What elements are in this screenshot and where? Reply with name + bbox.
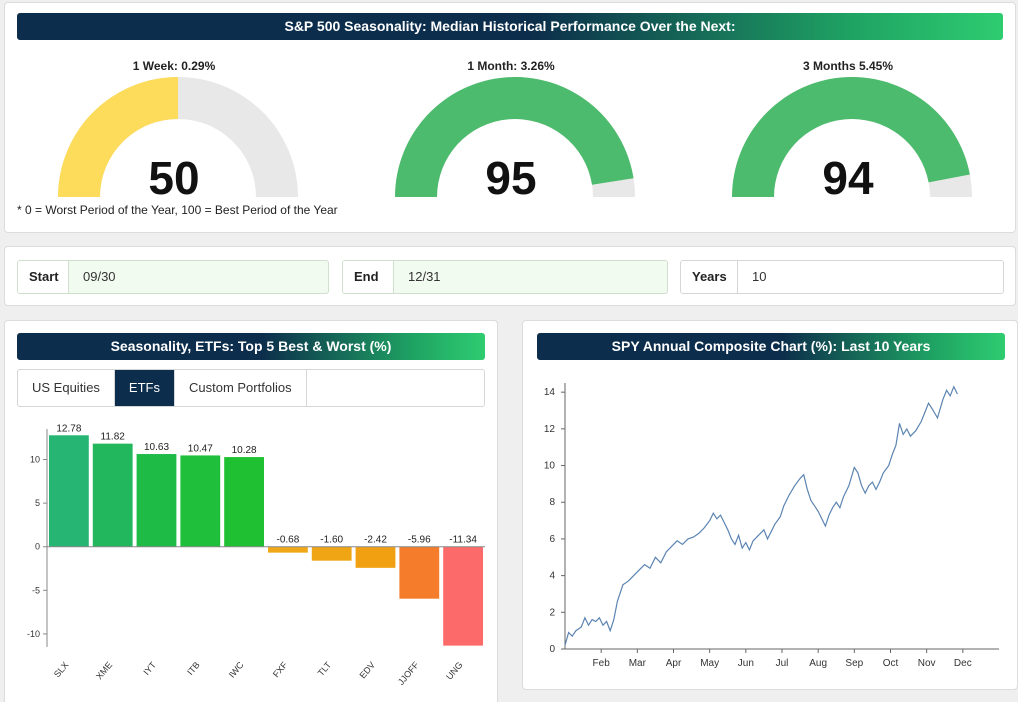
seasonality-summary-card: S&P 500 Seasonality: Median Historical P… <box>4 2 1016 233</box>
bar <box>311 546 352 561</box>
etf-bar-chart: 10 5 0 -5 -10 12.78 SLX 11.82 XME 10.63 IYT 10.47 IT… <box>27 423 485 687</box>
bar-value-label: -0.68 <box>277 535 300 546</box>
spy-line-chart: 0 2 4 6 8 10 12 14 Feb Mar Apr May Jun Jul Aug Sep Oct No… <box>544 383 999 669</box>
tab-etfs[interactable]: ETFs <box>114 370 175 406</box>
gauge-arc <box>732 76 972 197</box>
years-input[interactable]: 10 <box>738 261 1003 293</box>
gauge-fill <box>58 77 178 197</box>
y-tick-label: 5 <box>35 498 40 508</box>
gauge-3-months: 3 Months 5.45% 94 <box>718 55 978 205</box>
years-field[interactable]: Years 10 <box>680 260 1004 294</box>
bar <box>355 546 396 568</box>
category-label: EDV <box>357 660 377 681</box>
bar-value-label: -2.42 <box>364 535 387 546</box>
y-tick-label: 12 <box>544 424 556 435</box>
category-label: XME <box>94 660 114 681</box>
bar <box>224 457 264 547</box>
category-label: FXF <box>271 659 290 679</box>
gauge-footnote: * 0 = Worst Period of the Year, 100 = Be… <box>17 203 338 217</box>
tab-us-equities[interactable]: US Equities <box>18 370 115 406</box>
spy-panel-header: SPY Annual Composite Chart (%): Last 10 … <box>537 333 1005 360</box>
seasonality-header: S&P 500 Seasonality: Median Historical P… <box>17 13 1003 40</box>
x-tick-label: May <box>700 658 719 669</box>
date-range-card: Start 09/30 End 12/31 Years 10 <box>4 246 1016 306</box>
end-input[interactable]: 12/31 <box>408 269 441 284</box>
x-tick-label: Aug <box>809 658 827 669</box>
gauge-1-month: 1 Month: 3.26% 95 <box>381 55 641 205</box>
bar-value-label: -11.34 <box>449 535 477 546</box>
category-label: TLT <box>316 659 334 678</box>
bar <box>268 546 308 553</box>
bar <box>399 546 440 599</box>
bar-value-label: 10.47 <box>188 443 213 454</box>
x-tick-label: Sep <box>845 658 863 669</box>
gauge-value: 50 <box>148 152 200 204</box>
start-input[interactable]: 09/30 <box>83 269 116 284</box>
bar <box>92 443 133 547</box>
gauge-label: 1 Week: 0.29% <box>132 59 216 73</box>
y-tick-label: 8 <box>549 497 555 508</box>
y-tick-label: 14 <box>544 387 556 398</box>
gauge-label: 3 Months 5.45% <box>802 59 894 73</box>
end-field[interactable]: End 12/31 <box>342 260 668 294</box>
start-field[interactable]: Start 09/30 <box>17 260 329 294</box>
gauge-value: 95 <box>485 152 537 204</box>
bar-value-label: 11.82 <box>101 432 126 443</box>
category-label: ITB <box>185 660 202 677</box>
bar <box>136 454 177 547</box>
tab-custom-portfolios[interactable]: Custom Portfolios <box>175 370 307 406</box>
x-tick-label: Jul <box>776 658 789 669</box>
bar <box>443 546 483 646</box>
category-label: SLX <box>52 660 71 679</box>
gauge-arc <box>395 76 635 197</box>
years-label: Years <box>681 261 738 293</box>
bar-value-label: 10.28 <box>232 445 257 456</box>
category-label: IWC <box>227 659 246 679</box>
y-tick-label: 6 <box>549 534 555 545</box>
bar-value-label: -1.60 <box>320 535 343 546</box>
gauge-arc <box>58 76 298 197</box>
etf-tab-bar: US Equities ETFs Custom Portfolios <box>17 369 485 407</box>
category-label: IYT <box>141 659 158 677</box>
spy-series-line <box>564 385 958 646</box>
y-tick-label: 0 <box>549 644 555 655</box>
spy-composite-card: SPY Annual Composite Chart (%): Last 10 … <box>522 320 1018 690</box>
gauge-fill <box>395 76 634 197</box>
gauge-1-week: 1 Week: 0.29% 50 <box>44 55 304 205</box>
x-tick-label: Mar <box>629 658 647 669</box>
end-label: End <box>343 261 394 293</box>
x-tick-label: Jun <box>738 658 754 669</box>
bar-value-label: 10.63 <box>144 442 169 453</box>
y-tick-label: 4 <box>549 571 555 582</box>
y-tick-label: -10 <box>27 629 40 639</box>
x-tick-label: Oct <box>883 658 899 669</box>
y-tick-label: 10 <box>30 455 40 465</box>
bar <box>49 435 89 547</box>
y-tick-label: 2 <box>549 607 555 618</box>
x-tick-label: Feb <box>593 658 611 669</box>
gauge-value: 94 <box>822 152 874 204</box>
gauge-label: 1 Month: 3.26% <box>467 59 555 73</box>
gauge-fill <box>732 76 970 197</box>
x-tick-label: Apr <box>666 658 682 669</box>
etf-panel-header: Seasonality, ETFs: Top 5 Best & Worst (%… <box>17 333 485 360</box>
bar-value-label: -5.96 <box>408 535 431 546</box>
bar-value-label: 12.78 <box>56 423 81 434</box>
category-label: UNG <box>444 660 465 682</box>
x-tick-label: Dec <box>954 658 972 669</box>
category-label: JJOFF <box>396 659 421 686</box>
y-tick-label: 0 <box>35 542 40 552</box>
etf-seasonality-card: Seasonality, ETFs: Top 5 Best & Worst (%… <box>4 320 498 702</box>
bar <box>180 455 221 547</box>
start-label: Start <box>18 261 69 293</box>
y-tick-label: 10 <box>544 461 556 472</box>
y-tick-label: -5 <box>32 585 40 595</box>
x-tick-label: Nov <box>918 658 936 669</box>
